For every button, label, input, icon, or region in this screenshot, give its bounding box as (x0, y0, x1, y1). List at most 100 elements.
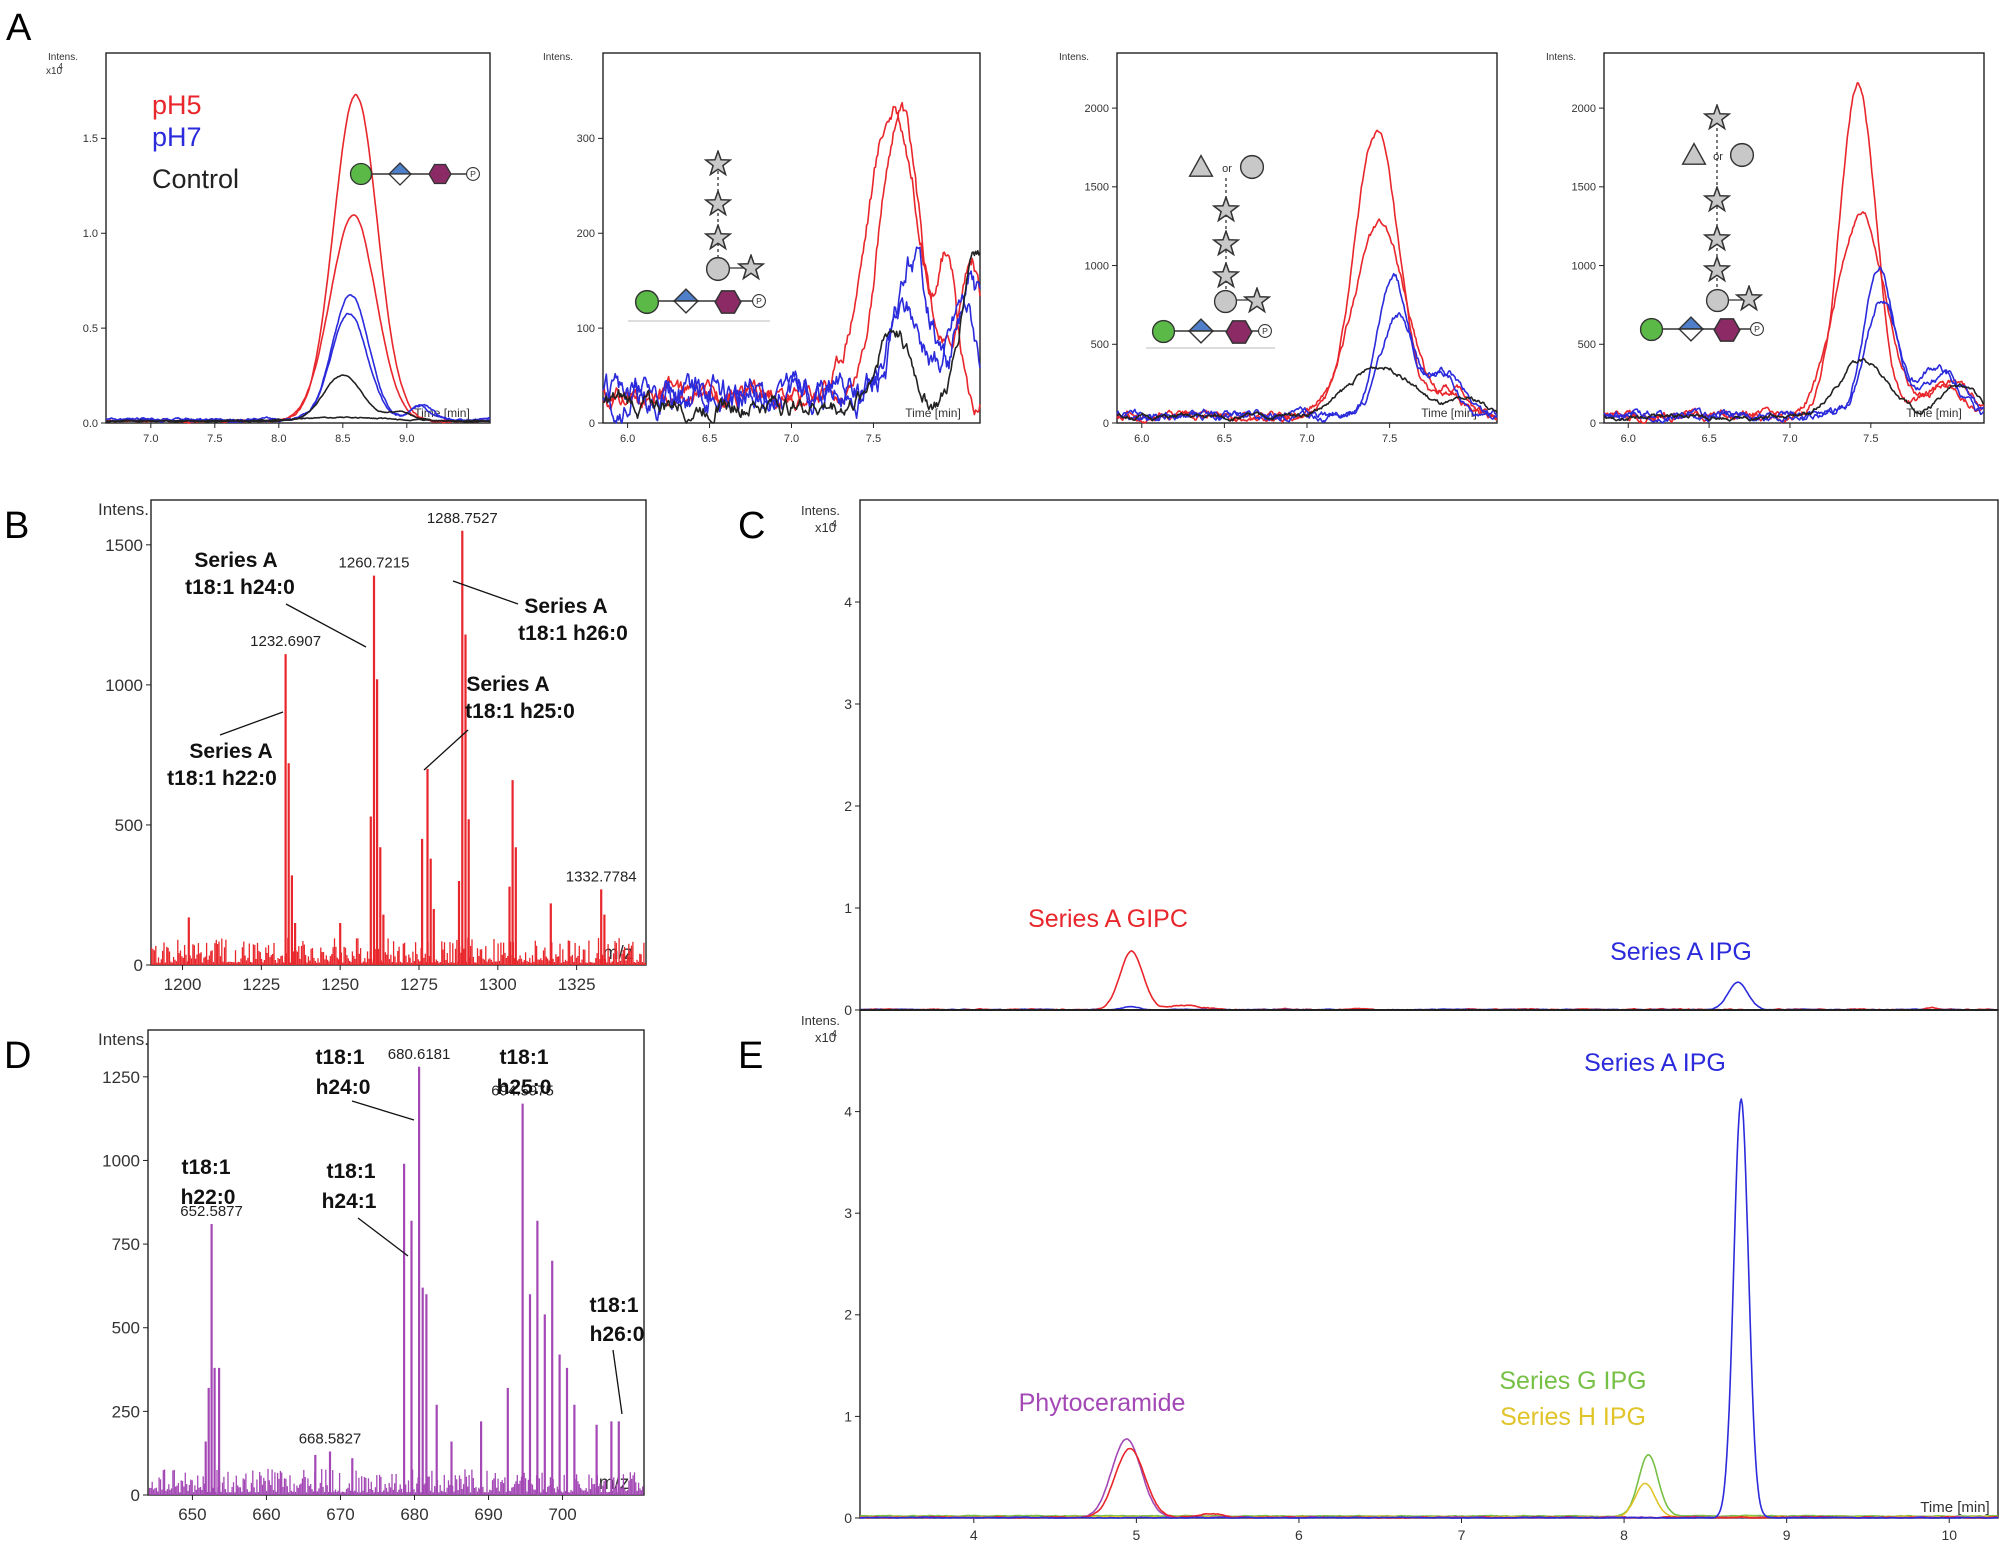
series-line-ph5 (1116, 129, 1498, 424)
series-line-series-h-ipg (860, 1482, 1998, 1519)
annot-b-h24-line2: t18:1 h24:0 (185, 576, 295, 599)
series-line-control (602, 250, 981, 424)
x-tick-label: 10 (1941, 1527, 1957, 1543)
annotations-e: Series A IPG Phytoceramide Series G IPG … (1019, 1049, 1726, 1431)
chart-a2: 0 100 200 300 6.0 6.5 7.0 7.5 Intens. Time [min] (543, 52, 981, 445)
series-line-phytoceramide (860, 1438, 1998, 1519)
y-tick-label: 500 (112, 1319, 140, 1338)
panel-letter-a: A (6, 7, 32, 49)
plot-frame (1116, 52, 1498, 424)
y-axis-title: Intens. (801, 1013, 840, 1028)
peak-label: 1260.7215 (339, 555, 410, 572)
x-tick-label: 6.0 (620, 433, 635, 445)
inositol-hexagon-icon (428, 163, 452, 185)
y-tick-label: 1 (844, 1408, 852, 1424)
legend-ph7: pH7 (152, 122, 202, 152)
y-tick-label: 200 (577, 228, 595, 240)
x-tick-label: 8 (1620, 1527, 1628, 1543)
y-axis-multiplier: x10 (815, 520, 836, 535)
series-line-control (1603, 357, 1985, 422)
series-line-ph5 (1116, 218, 1498, 423)
annot-d-h26-line2: h26:0 (590, 1323, 645, 1346)
x-tick-label: 7.0 (1299, 433, 1314, 445)
x-tick-label: 6.5 (702, 433, 717, 445)
y-tick-label: 1000 (105, 676, 143, 695)
legend-control: Control (152, 164, 239, 194)
y-tick-label: 3 (844, 696, 852, 712)
annot-d-h240-line1: t18:1 (315, 1046, 364, 1069)
series-line-series-a-ipg (859, 981, 1999, 1011)
y-tick-label: 1000 (1085, 260, 1109, 272)
y-tick-label: 100 (577, 323, 595, 335)
x-tick-label: 1325 (558, 975, 596, 994)
y-axis-title: Intens. (1059, 52, 1089, 63)
annot-d-h22-line1: t18:1 (181, 1156, 230, 1179)
glcnac-diamond-icon (388, 162, 412, 186)
annot-d-h240-line2: h24:0 (316, 1076, 371, 1099)
peak-label: 680.6181 (388, 1046, 451, 1063)
annot-b-h24-line1: Series A (194, 549, 277, 572)
y-tick-label: 0 (589, 418, 595, 430)
y-tick-label: 4 (844, 594, 852, 610)
annot-b-h25-line1: Series A (466, 673, 549, 696)
glycan-structure-a4: or (1639, 104, 1764, 342)
x-tick-label: 1275 (400, 975, 438, 994)
y-tick-label: 3 (844, 1205, 852, 1221)
series-line-ph7 (602, 293, 981, 422)
phosphate-icon (466, 167, 480, 181)
y-tick-label: 1500 (1085, 182, 1109, 194)
y-tick-label: 0 (134, 956, 143, 975)
legend-a1: pH5 pH7 Control (152, 90, 239, 194)
y-tick-label: 1250 (102, 1068, 140, 1087)
x-tick-label: 1225 (242, 975, 280, 994)
y-tick-label: 0 (844, 1002, 852, 1018)
y-tick-label: 1000 (1572, 260, 1596, 272)
chart-a4: 0 500 1000 1500 2000 6.0 6.5 7.0 7.5 Intens. Time … (1546, 52, 1985, 445)
x-axis-title: Time [min] (905, 406, 961, 420)
y-tick-label: 1000 (102, 1151, 140, 1170)
x-tick-label: 7.5 (207, 433, 222, 445)
y-axis-title: Intens. (98, 500, 149, 519)
panel-letter-e: E (738, 1035, 763, 1077)
x-axis-title: Time [min] (1906, 406, 1962, 420)
series-line-control (105, 416, 491, 423)
series-line-ph7 (1116, 311, 1498, 423)
y-tick-label: 2000 (1572, 103, 1596, 115)
y-tick-label: 1.0 (83, 228, 98, 240)
x-tick-label: 1300 (479, 975, 517, 994)
panel-letter-d: D (4, 1035, 31, 1077)
x-tick-label: 5 (1132, 1527, 1140, 1543)
y-axis-title: Intens. (48, 52, 78, 63)
x-tick-label: 660 (252, 1505, 280, 1524)
x-tick-label: 7.5 (1863, 433, 1878, 445)
x-tick-label: 7.0 (1782, 433, 1797, 445)
series-line-ph5 (602, 101, 981, 416)
x-tick-label: 6.0 (1621, 433, 1636, 445)
x-axis-title: Time [min] (1920, 1499, 1989, 1516)
chart-b-spectrum: 0 500 1000 1500 1200 1225 1250 1275 1300 1325 Inte… (98, 499, 647, 994)
x-tick-label: 9 (1783, 1527, 1791, 1543)
series-line-control (1116, 365, 1498, 422)
y-axis-title: Intens. (98, 1030, 149, 1049)
annot-b-h22-line1: Series A (189, 740, 272, 763)
x-tick-label: 700 (548, 1505, 576, 1524)
series-line-ph7 (602, 246, 981, 424)
annot-e-series-h-ipg: Series H IPG (1500, 1403, 1646, 1431)
x-tick-label: 670 (326, 1505, 354, 1524)
y-axis-title: Intens. (543, 52, 573, 63)
y-tick-label: 1500 (1572, 182, 1596, 194)
series-line-ph5 (106, 214, 491, 424)
series-line-series-a-ipg (860, 1098, 1999, 1519)
plot-frame (105, 52, 491, 424)
y-tick-label: 300 (577, 133, 595, 145)
y-tick-label: 500 (1578, 339, 1596, 351)
annot-c-gipc: Series A GIPC (1028, 905, 1188, 933)
y-tick-label: 4 (844, 1104, 852, 1120)
y-tick-label: 1500 (105, 536, 143, 555)
annot-d-h241-line1: t18:1 (326, 1160, 375, 1183)
y-tick-label: 0 (1590, 418, 1596, 430)
x-tick-label: 650 (178, 1505, 206, 1524)
